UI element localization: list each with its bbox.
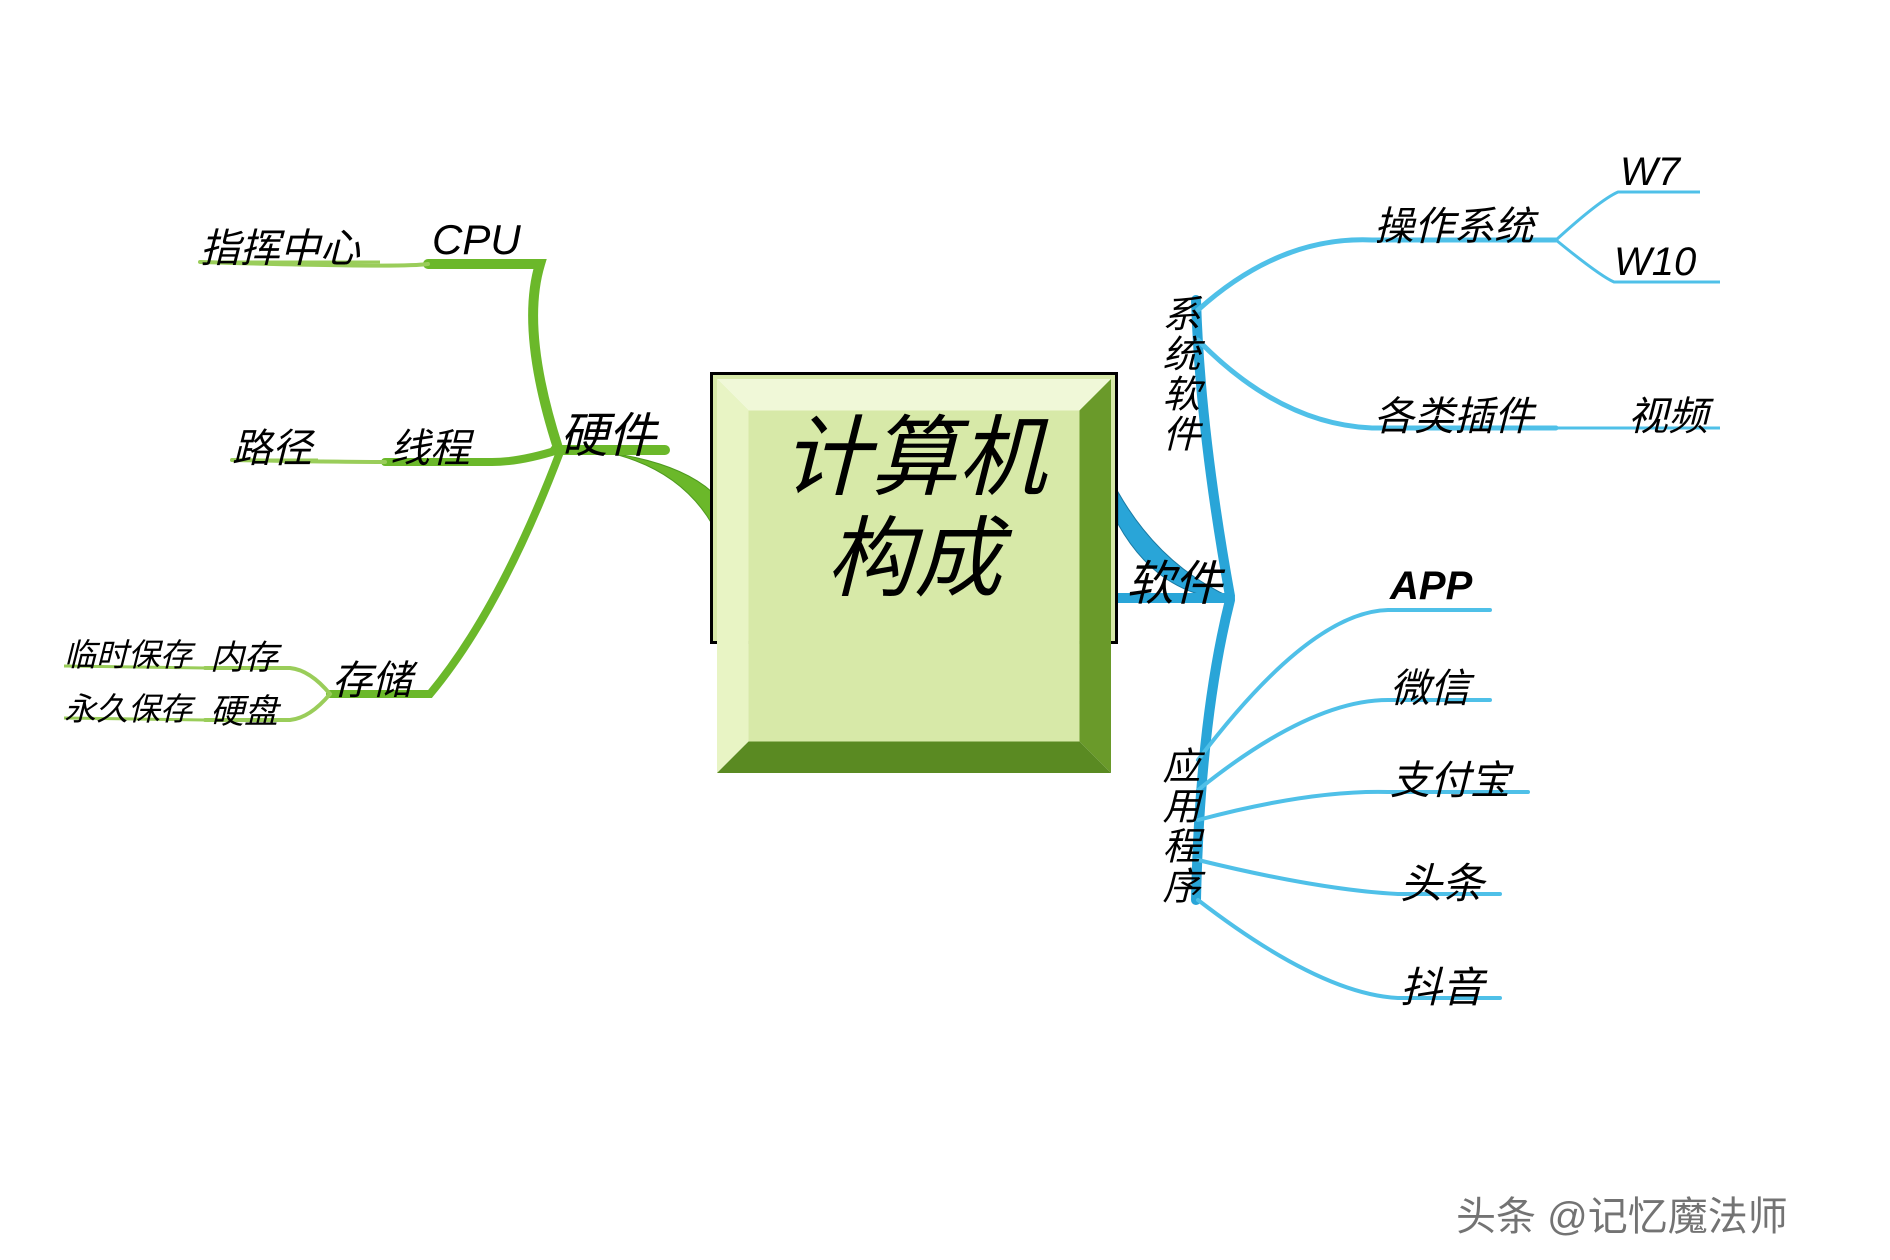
node-perm-save: 永久保存 (64, 684, 192, 730)
node-toutiao: 头条 (1400, 850, 1484, 911)
node-hdd: 硬盘 (210, 684, 278, 733)
node-w10: W10 (1614, 240, 1696, 285)
node-thread: 线程 (390, 416, 470, 474)
watermark-text: 头条 @记忆魔法师 (1456, 1184, 1788, 1242)
left-main-hardware: 硬件 (560, 396, 656, 466)
node-storage: 存储 (332, 648, 412, 706)
central-line2: 构成 (782, 508, 1046, 609)
node-video: 视频 (1628, 384, 1708, 442)
node-alipay: 支付宝 (1390, 748, 1510, 806)
node-wechat: 微信 (1390, 656, 1470, 714)
right-main-software: 软件 (1126, 544, 1222, 614)
node-command-center: 指挥中心 (200, 216, 360, 274)
node-app-label: APP (1390, 564, 1472, 609)
central-node: 计算机 构成 (710, 372, 1118, 644)
node-app-software: 应用程序 (1150, 746, 1205, 906)
central-line1: 计算机 (782, 407, 1046, 508)
node-w7: W7 (1620, 150, 1680, 195)
node-temp-save: 临时保存 (64, 630, 192, 676)
node-path: 路径 (232, 416, 312, 474)
node-ram: 内存 (210, 630, 278, 679)
node-system-software: 系统软件 (1150, 294, 1205, 454)
node-cpu: CPU (432, 216, 521, 264)
node-plugins: 各类插件 (1374, 384, 1534, 442)
node-os: 操作系统 (1374, 194, 1534, 252)
node-douyin: 抖音 (1400, 954, 1484, 1015)
